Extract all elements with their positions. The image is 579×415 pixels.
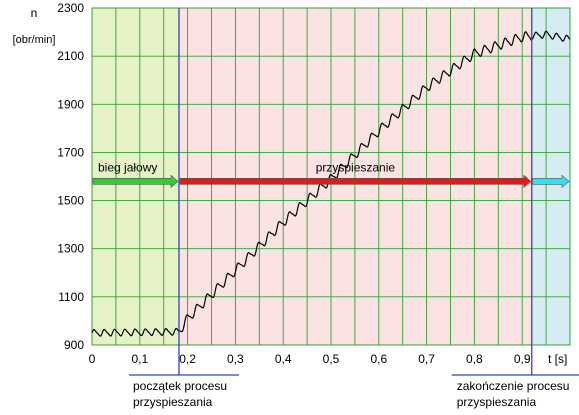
plot-frame: [91, 7, 571, 346]
phase-arrows: bieg jałowy przyspieszanie: [92, 160, 570, 188]
y-tick-label: 1900: [57, 97, 84, 111]
marker-label-line2-1: przyspieszania: [457, 395, 537, 409]
x-tick-label: 0,2: [179, 352, 196, 366]
tick-labels: 900 1100 1300 1500 1700 1900 2100 2300 0 0,1 0,2 0,…: [57, 1, 531, 366]
x-tick-label: 0,3: [227, 352, 244, 366]
marker-label-line1-1: zakończenie procesu: [457, 379, 570, 393]
x-tick-label: 0,6: [370, 352, 387, 366]
marker-label-line2-0: przyspieszania: [133, 395, 213, 409]
phase-label-0: bieg jałowy: [98, 160, 157, 174]
phase-arrow-0: [92, 174, 179, 188]
x-tick-label: 0,9: [514, 352, 531, 366]
phase-markers: początek procesu przyspieszania zakończeni…: [128, 8, 579, 409]
y-tick-label: 1500: [57, 194, 84, 208]
phase-background-1: [178, 8, 532, 345]
y-tick-label: 2300: [57, 1, 84, 15]
y-axis-label: n: [31, 6, 38, 20]
grid: [91, 7, 571, 346]
phase-arrow-1: [179, 174, 532, 188]
x-tick-label: 0,7: [418, 352, 435, 366]
x-axis-label: t [s]: [548, 352, 567, 366]
x-tick-label: 0: [89, 352, 96, 366]
phase-background-2: [531, 8, 570, 345]
y-tick-label: 900: [64, 338, 84, 352]
series-line-0: [91, 30, 571, 337]
x-tick-label: 0,8: [466, 352, 483, 366]
phase-backgrounds: [92, 8, 570, 345]
phase-label-1: przyspieszanie: [316, 160, 396, 174]
x-tick-label: 0,4: [275, 352, 292, 366]
series: [91, 30, 571, 337]
y-tick-label: 1700: [57, 145, 84, 159]
x-tick-label: 0,1: [131, 352, 148, 366]
y-tick-label: 1300: [57, 242, 84, 256]
x-tick-label: 0,5: [323, 352, 340, 366]
y-tick-label: 2100: [57, 49, 84, 63]
y-axis-unit: [obr/min]: [13, 34, 56, 46]
phase-arrow-2: [532, 174, 570, 188]
y-tick-label: 1100: [58, 290, 84, 304]
marker-label-line1-0: początek procesu: [133, 379, 227, 393]
phase-background-0: [92, 8, 179, 345]
